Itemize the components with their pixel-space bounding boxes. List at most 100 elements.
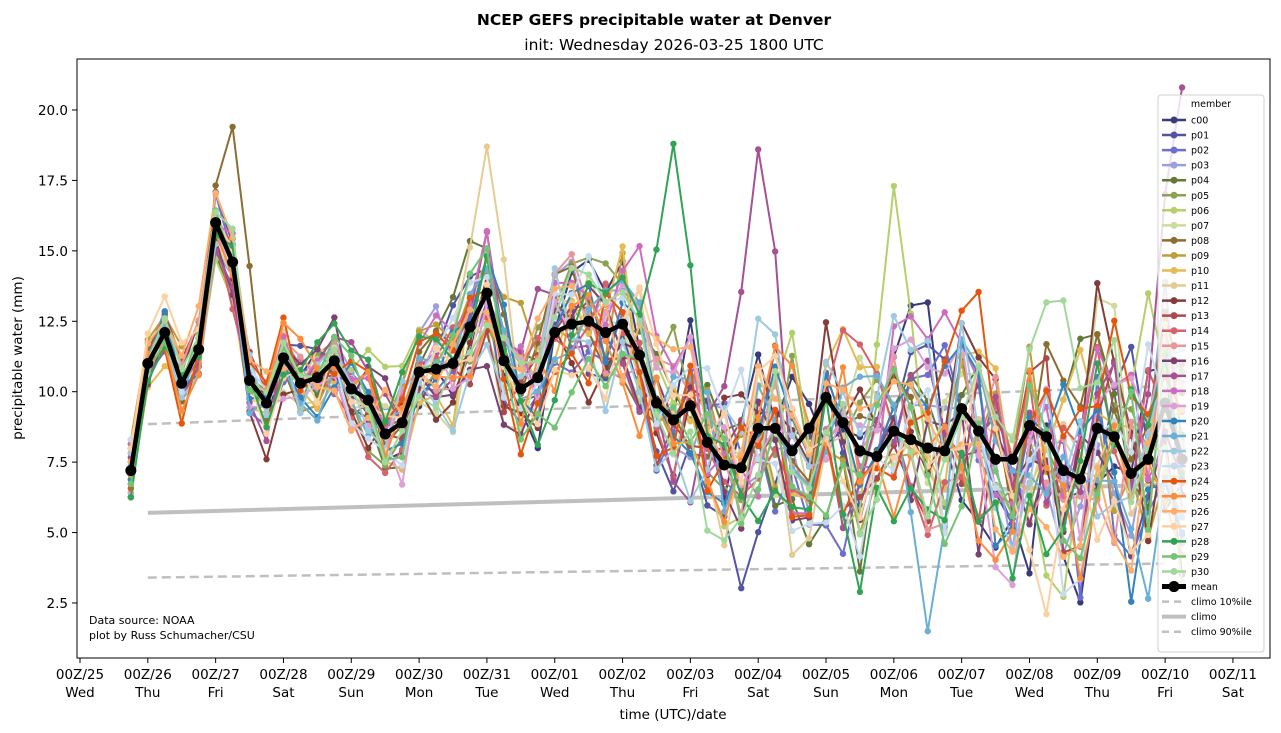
member-point-p11: [721, 542, 728, 549]
member-point-p26: [568, 282, 575, 290]
legend-marker: [1170, 161, 1178, 169]
member-point-p29: [331, 334, 338, 341]
member-point-p10: [1077, 346, 1084, 354]
member-point-p20: [1111, 469, 1118, 476]
legend-label: p26: [1191, 507, 1209, 518]
member-point-p24: [178, 420, 185, 427]
member-point-p29: [1060, 537, 1067, 544]
member-point-p23: [670, 381, 677, 389]
legend-marker: [1170, 176, 1178, 184]
member-point-p30: [771, 368, 779, 375]
chart-title: NCEP GEFS precipitable water at Denver: [477, 11, 832, 29]
mean-point: [701, 436, 713, 448]
member-point-p28: [381, 418, 389, 426]
member-point-p05: [788, 352, 796, 360]
member-point-p29: [466, 270, 474, 277]
member-point-p27: [890, 454, 898, 461]
legend-marker: [1170, 342, 1178, 350]
legend-label: p18: [1191, 386, 1209, 397]
member-point-p20: [992, 542, 999, 549]
member-point-p28: [1043, 550, 1050, 558]
member-point-p13: [500, 408, 508, 416]
member-point-p16: [331, 314, 338, 321]
member-point-p21: [1111, 478, 1118, 485]
member-point-p22: [958, 319, 965, 327]
legend-marker: [1170, 327, 1178, 335]
member-point-p29: [1094, 491, 1101, 498]
member-point-p26: [839, 386, 847, 393]
member-point-p29: [721, 435, 728, 442]
mean-point: [956, 403, 968, 415]
legend-entry-p24: p24: [1162, 477, 1209, 488]
member-point-p10: [619, 243, 626, 250]
legend-label: p24: [1191, 477, 1209, 488]
legend-label: p23: [1191, 462, 1209, 473]
member-point-p29: [602, 382, 609, 390]
x-tick-label-day: Thu: [134, 685, 160, 701]
member-point-p28: [1026, 492, 1033, 500]
legend-marker: [1170, 191, 1178, 199]
legend-marker: [1170, 297, 1178, 305]
member-point-p10: [161, 362, 168, 370]
member-point-p27: [839, 478, 847, 485]
x-tick-label-date: 00Z/05: [802, 667, 850, 683]
member-point-p19: [890, 345, 898, 352]
member-point-p20: [365, 389, 372, 397]
member-point-p16: [839, 438, 847, 446]
mean-point: [583, 315, 595, 327]
legend-entry-p23: p23: [1162, 462, 1209, 473]
member-point-p14: [381, 469, 389, 477]
member-point-p29: [585, 355, 592, 362]
member-point-p16: [483, 362, 491, 370]
member-point-p27: [314, 399, 321, 407]
member-point-p27: [1094, 536, 1101, 543]
member-point-p23: [365, 435, 372, 442]
member-point-p05: [856, 399, 864, 406]
member-point-p12: [1144, 537, 1152, 545]
mean-point: [837, 417, 849, 429]
mean-point: [413, 366, 425, 378]
member-point-p24: [1060, 433, 1067, 440]
x-tick-label-day: Wed: [65, 685, 94, 701]
member-point-p24: [1094, 402, 1101, 410]
legend-entry-p13: p13: [1162, 311, 1209, 322]
member-point-p21: [585, 306, 592, 313]
legend-marker: [1170, 267, 1178, 274]
legend-entry-c00: c00: [1162, 116, 1208, 127]
member-point-p27: [161, 293, 168, 300]
mean-point: [650, 397, 662, 409]
member-point-p23: [738, 366, 745, 373]
member-point-p19: [907, 336, 914, 343]
member-point-p28: [890, 518, 898, 525]
member-point-p16: [738, 525, 745, 532]
member-point-p26: [449, 340, 457, 348]
member-point-p01: [704, 502, 711, 509]
member-point-p24: [805, 512, 813, 519]
member-point-p23: [992, 484, 999, 491]
member-point-p24: [653, 453, 660, 460]
member-point-p11: [788, 551, 796, 559]
member-point-p08: [1128, 456, 1135, 463]
member-point-p28: [331, 320, 338, 327]
legend-marker: [1170, 387, 1178, 395]
member-point-p20: [602, 358, 609, 366]
member-point-p27: [178, 339, 185, 346]
member-point-p12: [568, 359, 575, 367]
member-point-p27: [1111, 497, 1118, 504]
member-point-p21: [636, 299, 643, 306]
legend-label: p02: [1191, 146, 1209, 157]
member-point-p21: [500, 327, 508, 334]
member-point-p26: [178, 352, 185, 359]
member-point-p19: [992, 563, 999, 571]
member-point-p28: [1009, 575, 1016, 582]
member-point-p27: [670, 392, 677, 399]
member-point-p29: [449, 331, 457, 339]
member-point-p15: [297, 353, 304, 360]
member-point-p28: [517, 397, 525, 405]
member-point-p14: [534, 334, 541, 342]
member-point-p06: [348, 366, 355, 374]
member-point-p29: [534, 410, 541, 417]
legend-label: p28: [1191, 537, 1209, 548]
legend-marker: [1170, 312, 1178, 320]
mean-point: [261, 397, 273, 409]
